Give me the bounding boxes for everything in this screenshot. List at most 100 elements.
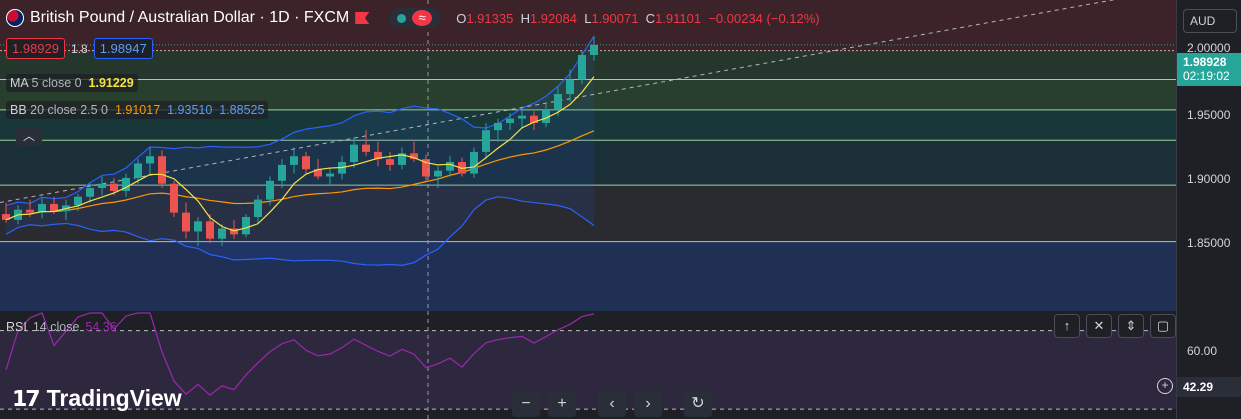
bb-lower-line bbox=[5, 196, 595, 266]
navigation-bar: − + ‹ › ↻ bbox=[512, 391, 712, 417]
last-price-tag: 1.98928 02:19:02 bbox=[1177, 53, 1241, 86]
reset-chart-button[interactable]: ↻ bbox=[684, 391, 712, 417]
candle-body bbox=[362, 144, 370, 152]
candle-body bbox=[446, 162, 454, 171]
trade-panel: 1.98929 1.8 1.98947 bbox=[6, 38, 153, 59]
gbp-aud-flag-icon bbox=[6, 9, 24, 27]
symbol-title[interactable]: British Pound / Australian Dollar · 1D ·… bbox=[30, 9, 350, 26]
candle-body bbox=[314, 169, 322, 177]
symbol-legend: British Pound / Australian Dollar · 1D ·… bbox=[6, 8, 820, 28]
bb-name: BB bbox=[10, 103, 27, 117]
scroll-right-button[interactable]: › bbox=[634, 391, 662, 417]
price-tick: 1.85000 bbox=[1187, 236, 1231, 250]
bb-band-fill bbox=[6, 36, 594, 266]
candle-body bbox=[470, 151, 478, 174]
wave-icon: ≈ bbox=[412, 10, 433, 26]
zoom-in-icon: + bbox=[557, 395, 567, 412]
candle-body bbox=[266, 180, 274, 200]
rsi-pane[interactable] bbox=[0, 311, 1176, 419]
ma-params: 5 close 0 bbox=[31, 76, 82, 90]
logo-text: TradingView bbox=[46, 385, 182, 411]
rsi-name: RSI bbox=[6, 320, 27, 334]
candle-body bbox=[134, 163, 142, 178]
reset-icon: ↻ bbox=[691, 395, 705, 412]
candle-body bbox=[26, 209, 34, 213]
bb-lower-value: 1.88525 bbox=[219, 103, 265, 117]
rsi-value: 54.36 bbox=[85, 320, 117, 334]
candle-body bbox=[494, 122, 502, 131]
candle-body bbox=[410, 153, 418, 160]
market-open-icon bbox=[397, 13, 407, 23]
close-icon: ✕ bbox=[1093, 318, 1105, 333]
candle-body bbox=[158, 156, 166, 184]
collapse-icon: ⇕ bbox=[1125, 318, 1137, 333]
zone-fill bbox=[0, 241, 1176, 311]
candle-body bbox=[530, 115, 538, 123]
zoom-out-button[interactable]: − bbox=[512, 391, 540, 417]
rsi-params: 14 close bbox=[32, 320, 80, 334]
candle-body bbox=[482, 130, 490, 152]
flag-icon[interactable] bbox=[355, 12, 370, 24]
bb-upper-value: 1.93510 bbox=[167, 103, 213, 117]
price-tick: 1.95000 bbox=[1187, 108, 1231, 122]
rsi-band-fill bbox=[0, 330, 1176, 410]
market-status-pill[interactable]: ≈ bbox=[389, 8, 441, 28]
chart-area[interactable]: British Pound / Australian Dollar · 1D ·… bbox=[0, 0, 1176, 419]
price-tick: 1.90000 bbox=[1187, 172, 1231, 186]
candle-body bbox=[518, 115, 526, 119]
ma-legend[interactable]: MA 5 close 0 1.91229 bbox=[6, 74, 138, 92]
rsi-tick: 60.00 bbox=[1187, 344, 1218, 358]
delete-pane-button[interactable]: ✕ bbox=[1086, 314, 1112, 338]
spread-value: 1.8 bbox=[71, 41, 88, 56]
maximize-icon: ▢ bbox=[1156, 318, 1170, 333]
candle-body bbox=[554, 94, 562, 110]
currency-button[interactable]: AUD bbox=[1183, 9, 1237, 33]
candle-body bbox=[506, 118, 514, 123]
rsi-line bbox=[5, 312, 595, 396]
scroll-left-button[interactable]: ‹ bbox=[598, 391, 626, 417]
candle-body bbox=[194, 221, 202, 232]
chevron-up-icon: ︿ bbox=[22, 129, 35, 143]
zone-fill bbox=[0, 185, 1176, 242]
open-value: 1.91335 bbox=[466, 10, 514, 26]
ma-line bbox=[5, 76, 595, 232]
candle-body bbox=[422, 159, 430, 177]
rsi-marker-tag: 42.29 bbox=[1177, 377, 1241, 397]
candle-body bbox=[566, 79, 574, 95]
price-pane[interactable] bbox=[0, 0, 1176, 311]
collapse-pane-button[interactable]: ⇕ bbox=[1118, 314, 1144, 338]
candle-body bbox=[218, 228, 226, 239]
tv-logo-icon: 𝟭𝟳 bbox=[12, 385, 41, 411]
bb-params: 20 close 2.5 0 bbox=[30, 103, 109, 117]
candle-body bbox=[434, 170, 442, 177]
zone-fill bbox=[0, 50, 1176, 80]
arrow-up-icon: ↑ bbox=[1063, 318, 1071, 333]
scroll-left-icon: ‹ bbox=[609, 395, 615, 412]
add-icon[interactable]: + bbox=[1157, 378, 1173, 394]
low-value: 1.90071 bbox=[591, 10, 639, 26]
candle-body bbox=[2, 214, 10, 220]
move-pane-up-button[interactable]: ↑ bbox=[1054, 314, 1080, 338]
candle-body bbox=[74, 196, 82, 206]
candle-body bbox=[86, 188, 94, 197]
maximize-pane-button[interactable]: ▢ bbox=[1150, 314, 1176, 338]
collapse-legend-button[interactable]: ︿ bbox=[16, 127, 42, 145]
scroll-right-icon: › bbox=[645, 395, 651, 412]
change-value: −0.00234 (−0.12%) bbox=[708, 10, 820, 26]
zoom-in-button[interactable]: + bbox=[548, 391, 576, 417]
ma-name: MA bbox=[10, 76, 29, 90]
tradingview-logo[interactable]: 𝟭𝟳 TradingView bbox=[12, 385, 182, 412]
buy-button[interactable]: 1.98947 bbox=[93, 38, 153, 59]
candle-body bbox=[278, 164, 286, 181]
zoom-out-icon: − bbox=[521, 395, 531, 412]
price-scale[interactable]: AUD 2.00000 1.98928 02:19:02 1.95000 1.9… bbox=[1157, 0, 1241, 419]
rsi-legend[interactable]: RSI 14 close 54.36 bbox=[6, 320, 117, 334]
zone-fill bbox=[0, 0, 1176, 51]
candle-body bbox=[590, 44, 598, 55]
candle-body bbox=[122, 177, 130, 191]
sell-button[interactable]: 1.98929 bbox=[6, 38, 65, 59]
candle-body bbox=[302, 156, 310, 170]
bb-basis-line bbox=[5, 130, 595, 221]
bb-legend[interactable]: BB 20 close 2.5 0 1.91017 1.93510 1.8852… bbox=[6, 101, 269, 119]
candle-body bbox=[542, 109, 550, 123]
